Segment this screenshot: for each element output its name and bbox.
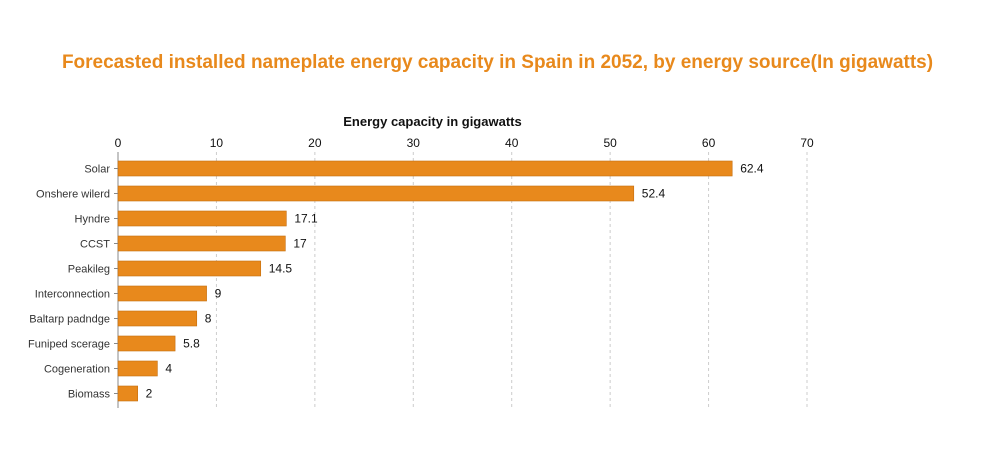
y-tick-label: Hyndre (75, 214, 110, 226)
bar (117, 360, 158, 377)
data-label: 5.8 (183, 337, 200, 351)
bar (117, 235, 286, 252)
y-tick-label: Cogeneration (44, 364, 110, 376)
data-label: 8 (205, 312, 212, 326)
data-label: 14.5 (269, 262, 293, 276)
x-tick-label: 0 (115, 136, 122, 150)
y-tick-label: CCST (80, 239, 110, 251)
bar (117, 285, 207, 302)
bar (117, 160, 733, 177)
y-tick-label: Biomass (68, 389, 111, 401)
x-tick-label: 70 (800, 136, 814, 150)
bar (117, 185, 635, 202)
x-tick-label: 30 (407, 136, 421, 150)
x-tick-label: 50 (603, 136, 617, 150)
bar (117, 385, 138, 402)
y-tick-label: Solar (84, 164, 110, 176)
bar (117, 260, 262, 277)
y-tick-label: Funiped scerage (28, 339, 110, 351)
x-tick-label: 60 (702, 136, 716, 150)
bar (117, 335, 176, 352)
x-tick-label: 10 (210, 136, 224, 150)
bar (117, 310, 198, 327)
data-label: 2 (146, 387, 153, 401)
y-tick-label: Interconnection (35, 289, 110, 301)
data-label: 17.1 (294, 212, 318, 226)
x-axis-label: Energy capacity in gigawatts (343, 114, 522, 129)
bar (117, 210, 287, 227)
x-tick-label: 20 (308, 136, 322, 150)
data-label: 4 (165, 362, 172, 376)
data-label: 52.4 (642, 187, 666, 201)
x-tick-label: 40 (505, 136, 519, 150)
data-label: 17 (293, 237, 307, 251)
data-label: 9 (215, 287, 222, 301)
data-label: 62.4 (740, 162, 764, 176)
y-tick-label: Onshere wilerd (36, 189, 110, 201)
y-tick-label: Peakileg (68, 264, 110, 276)
chart-title: Forecasted installed nameplate energy ca… (61, 52, 934, 73)
y-tick-label: Baltarp padndge (29, 314, 110, 326)
